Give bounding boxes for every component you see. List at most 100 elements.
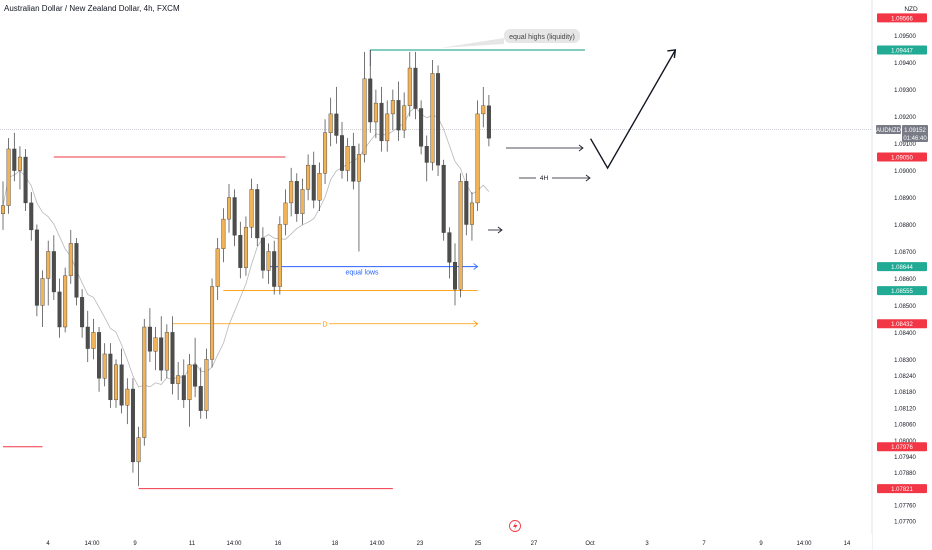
candle [6,138,11,214]
time-tick: 9 [133,541,137,547]
price-tick: 1.07880 [894,471,916,477]
candle [294,173,299,222]
candle [85,310,90,363]
svg-text:1.07976: 1.07976 [891,445,913,451]
candle [226,184,231,233]
candle [379,86,384,152]
candle [68,229,73,284]
candle [436,65,441,176]
candle [97,326,102,392]
d-label: D [323,321,328,328]
time-tick: 25 [475,541,482,547]
price-badge: 1.08555 [877,286,927,296]
candle [255,184,260,247]
time-tick: 3 [645,541,649,547]
candle [46,240,51,306]
candle [419,100,424,155]
candle [447,227,452,279]
candle [368,65,373,133]
candle [12,132,17,182]
price-badge: AUDNZD [876,125,902,135]
candle [458,173,463,298]
candle [469,192,474,241]
candle [238,221,243,279]
svg-text:1.09566: 1.09566 [891,16,913,22]
time-tick: 18 [332,541,339,547]
candle [385,100,390,152]
price-tick: 1.08000 [894,439,916,445]
price-tick: 1.08060 [894,423,916,429]
price-tick: 1.08800 [894,223,916,229]
candle [396,81,401,141]
currency-label: NZD [904,6,918,13]
price-badge: 1.08644 [877,262,927,272]
h4-text: 4H [540,175,549,182]
time-tick: 14 [844,541,851,547]
candle [390,89,395,131]
svg-text:AUDNZD: AUDNZD [876,128,902,134]
candle [272,240,277,295]
candle [147,308,152,363]
candles-layer [1,51,491,487]
entry-arrow [506,144,584,152]
time-tick: 14:00 [84,541,100,547]
candle [51,235,56,301]
annotations-layer: equal highs (liquidity) equal lows D 4H [323,29,677,532]
candle [486,95,491,147]
price-tick: 1.09100 [894,142,916,148]
price-tick: 1.08180 [894,390,916,396]
candle [29,192,34,241]
price-tick: 1.08500 [894,304,916,310]
candle [176,362,181,400]
candle [356,143,361,252]
price-tick: 1.07760 [894,504,916,510]
time-tick: 16 [275,541,282,547]
price-ticks: 1.09500 1.09400 1.09300 1.09200 1.09100 1.090… [894,34,916,526]
time-tick: Oct [585,541,595,547]
candle [74,237,79,306]
candle [23,148,28,212]
lightning-icon[interactable] [509,520,521,532]
time-tick: 11 [189,541,196,547]
candle [430,59,435,171]
price-axis[interactable]: NZD 1.095001.094001.093001.092001.091001… [871,0,932,550]
candle [441,159,446,241]
svg-text:1.09152: 1.09152 [904,128,926,134]
price-tick: 1.09400 [894,61,916,67]
callout-pointer [440,38,504,48]
chart-title: Australian Dollar / New Zealand Dollar, … [4,4,180,13]
candle [1,181,5,230]
candle [198,367,203,419]
d-label-bg [321,319,330,328]
svg-text:1.09050: 1.09050 [891,155,913,161]
candle [481,86,486,128]
moving-average-layer [2,106,490,388]
price-tick: 1.08240 [894,374,916,380]
price-tick: 1.08900 [894,196,916,202]
candle [40,270,45,327]
time-tick: 14:00 [226,541,242,547]
candle [243,216,248,276]
time-tick: 14:00 [369,541,385,547]
price-badge: 1.09566 [877,13,927,23]
candle [328,97,333,147]
svg-text:1.07821: 1.07821 [891,487,913,493]
candle [407,51,412,117]
candle [102,343,107,387]
projection-path [589,49,677,170]
candle [306,154,311,201]
projection-line [589,49,677,170]
candle [475,100,480,212]
price-badge: 1.09152 [902,125,928,135]
candle [187,353,192,427]
level-arrowhead-4 [473,320,479,328]
time-axis[interactable]: 4 14:00 9 11 14:00 16 18 14:00 23 25 27 Oct 3 7 9 14:00… [0,534,872,550]
candle [221,208,226,263]
time-tick: 27 [531,541,538,547]
candle [277,216,282,295]
candle [373,89,378,139]
candle [340,121,345,179]
price-tick: 1.09500 [894,34,916,40]
candle [283,189,288,236]
